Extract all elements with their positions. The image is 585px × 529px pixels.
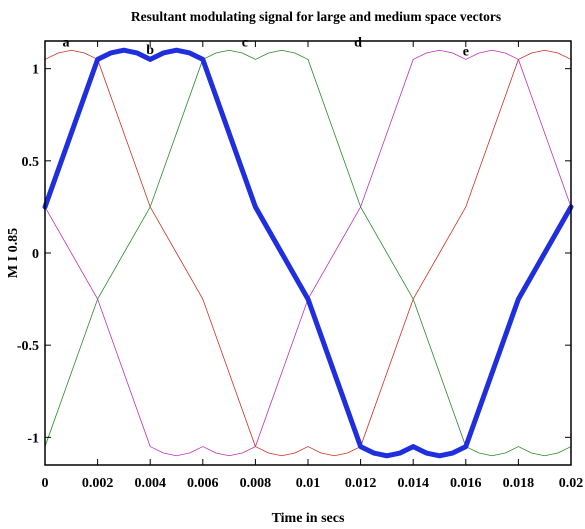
y-axis-label: M I 0.85 bbox=[6, 228, 21, 278]
y-tick-label: 0 bbox=[32, 247, 39, 262]
x-tick-label: 0.002 bbox=[82, 476, 114, 491]
x-tick-label: 0.004 bbox=[134, 476, 166, 491]
y-axis: 1 0.5 0 -0.5 -1 bbox=[17, 63, 571, 446]
series-line-2 bbox=[44, 49, 572, 457]
x-tick-label: 0.014 bbox=[397, 476, 429, 491]
annotation-b: b bbox=[146, 43, 154, 58]
x-tick-label: 0.016 bbox=[450, 476, 482, 491]
x-axis-label: Time in secs bbox=[272, 511, 345, 526]
x-tick-label: 0.018 bbox=[503, 476, 535, 491]
y-tick-label: -0.5 bbox=[17, 339, 39, 354]
x-tick-label: 0.008 bbox=[240, 476, 272, 491]
x-tick-label: 0.01 bbox=[296, 476, 321, 491]
annotation-layer: a b c d e bbox=[63, 36, 469, 60]
series-line-1 bbox=[44, 49, 572, 457]
annotation-e: e bbox=[463, 45, 469, 60]
y-tick-label: -1 bbox=[27, 431, 39, 446]
x-tick-label: 0 bbox=[42, 476, 49, 491]
annotation-c: c bbox=[242, 36, 248, 51]
x-axis: 0 0.002 0.004 0.006 0.008 0.01 0.012 0.014 0.016… bbox=[42, 41, 584, 491]
y-tick-label: 0.5 bbox=[22, 155, 40, 170]
series-layer bbox=[42, 47, 574, 459]
x-tick-label: 0.012 bbox=[345, 476, 377, 491]
x-tick-label: 0.006 bbox=[187, 476, 219, 491]
chart-title: Resultant modulating signal for large an… bbox=[131, 9, 501, 24]
y-tick-label: 1 bbox=[32, 63, 39, 78]
annotation-a: a bbox=[63, 36, 70, 51]
x-tick-label: 0.02 bbox=[559, 476, 584, 491]
annotation-d: d bbox=[354, 36, 362, 51]
series-line-4 bbox=[42, 47, 574, 459]
